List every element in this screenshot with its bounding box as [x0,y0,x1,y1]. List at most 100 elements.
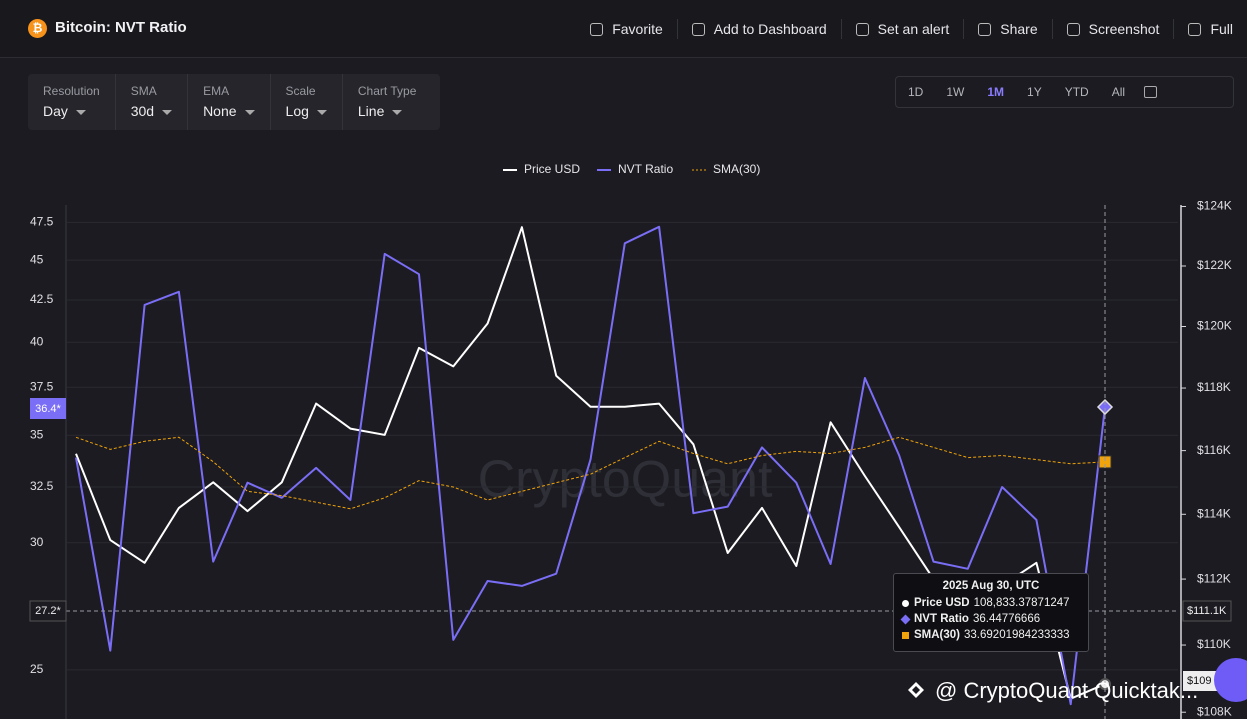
footer-watermark-icon [908,682,924,698]
y2-tick-label: $112K [1197,571,1231,585]
series-line [75,436,1106,510]
y2-tick-label: $124K [1197,199,1232,213]
page-title: Bitcoin: NVT Ratio [55,19,187,36]
range-button[interactable]: 1W [946,85,965,99]
y-tick-label: 30 [30,535,44,549]
calendar-icon[interactable] [1144,86,1158,98]
tooltip-row: Price USD 108,833.37871247 [902,595,1080,611]
control-label: Resolution [43,84,100,98]
y-tick-label: 47.5 [30,215,54,229]
axes: 25 30 32.5 35 37.5 40 42.5 45 47.5 $108K $110K $112… [30,199,1232,719]
tooltip-row: SMA(30) 33.69201984233333 [902,627,1080,643]
y2-tick-label: $118K [1197,380,1231,394]
cursor-y-marker-box [30,398,66,419]
header-action[interactable]: Add to Dashboard [678,19,842,39]
y-tick-label: 37.5 [30,379,54,393]
tooltip-label: Price USD [914,597,970,609]
tooltip-swatch [900,614,911,624]
legend-label: SMA(30) [713,162,760,176]
control-value: 30d [131,103,172,119]
y2-tick-label: $122K [1197,258,1232,272]
header-action[interactable]: Full [1174,19,1233,39]
header-action[interactable]: Set an alert [842,19,965,39]
action-icon [691,22,705,36]
y2-tick-label: $108K [1197,704,1232,718]
bitcoin-icon: ₿ [28,19,47,38]
cursor-y-cross-box [29,600,67,622]
cursor-y2-cross: $111.1K [1187,605,1227,617]
action-label: Screenshot [1088,21,1160,37]
y-tick-label: 42.5 [30,292,54,306]
range-button[interactable]: All [1111,85,1126,99]
hover-marker [1096,398,1114,416]
action-label: Set an alert [877,21,950,37]
chat-button[interactable] [1214,658,1247,702]
y-tick-label: 32.5 [30,479,54,493]
y2-tick-label: $110K [1197,637,1231,651]
action-icon [590,22,604,36]
action-icon [1188,22,1202,36]
action-label: Full [1210,21,1233,37]
control-value: Line [358,103,416,119]
control[interactable]: Chart Type Line [343,74,431,130]
y2-tick-label: $116K [1197,443,1231,457]
control[interactable]: Resolution Day [28,74,116,130]
y-tick-label: 40 [30,334,44,348]
cursor-y2-cross-box [1182,600,1232,622]
tooltip-value: 108,833.37871247 [973,597,1070,609]
tooltip-value: 33.69201984233333 [964,629,1070,641]
range-button[interactable]: 1D [908,85,924,99]
tooltip-row: NVT Ratio 36.44776666 [900,611,1080,627]
control-label: Scale [285,84,316,98]
grid [66,221,1178,671]
cursor-y-marker: 36.4* [35,403,61,415]
legend: Price USD NVT Ratio SMA(30) [503,162,760,176]
action-label: Share [1000,21,1038,37]
tooltip-value: 36.44776666 [972,613,1041,625]
control[interactable]: Scale Log [271,74,343,130]
tooltip: 2025 Aug 30, UTC Price USD 108,833.378712… [893,573,1089,652]
header-action[interactable]: Favorite [576,19,678,39]
cursor-y-cross: 27.2* [35,605,61,617]
header-action[interactable]: Screenshot [1053,19,1175,39]
chart-controls: Resolution Day SMA 30d EMA None Scale Log Chart … [28,74,440,130]
range-button[interactable]: 1Y [1027,85,1042,99]
y-tick-label: 35 [30,427,44,441]
legend-label: NVT Ratio [618,162,673,176]
tooltip-title: 2025 Aug 30, UTC [942,580,1040,592]
action-icon [855,22,869,36]
range-button[interactable]: 1M [987,85,1005,99]
control-label: SMA [130,84,157,98]
control[interactable]: SMA 30d [116,74,189,130]
y2-tick-label: $114K [1197,506,1231,520]
control-value: Day [43,103,100,119]
chart-watermark: CryptoQuant [478,451,773,509]
y2-tick-label: $120K [1197,319,1232,333]
header-actions: Favorite Add to Dashboard Set an alert Shar… [576,19,1233,39]
control-label: EMA [203,84,230,98]
y-tick-label: 25 [30,662,44,676]
action-label: Favorite [612,21,663,37]
cursor-y2-marker: $109 [1187,675,1211,687]
y-tick-label: 45 [30,252,44,266]
control-value: None [203,103,254,119]
tooltip-label: NVT Ratio [914,613,969,625]
tooltip-swatch [902,631,909,639]
control[interactable]: EMA None [188,74,271,130]
action-icon [1066,22,1080,36]
action-icon [978,22,992,36]
legend-label: Price USD [524,162,580,176]
control-label: Chart Type [357,84,417,98]
range-button[interactable]: YTD [1064,85,1089,99]
header: ₿ Bitcoin: NVT Ratio Favorite Add to Dash… [0,0,1247,58]
header-action[interactable]: Share [964,19,1053,39]
tooltip-swatch [902,599,909,607]
action-label: Add to Dashboard [713,21,827,37]
series-line [75,225,1106,706]
footer-watermark: @ CryptoQuant Quicktak... [935,678,1198,703]
range-selector: 1D 1W 1M 1Y YTD All [895,76,1234,108]
tooltip-label: SMA(30) [914,629,961,641]
control-value: Log [286,103,327,119]
